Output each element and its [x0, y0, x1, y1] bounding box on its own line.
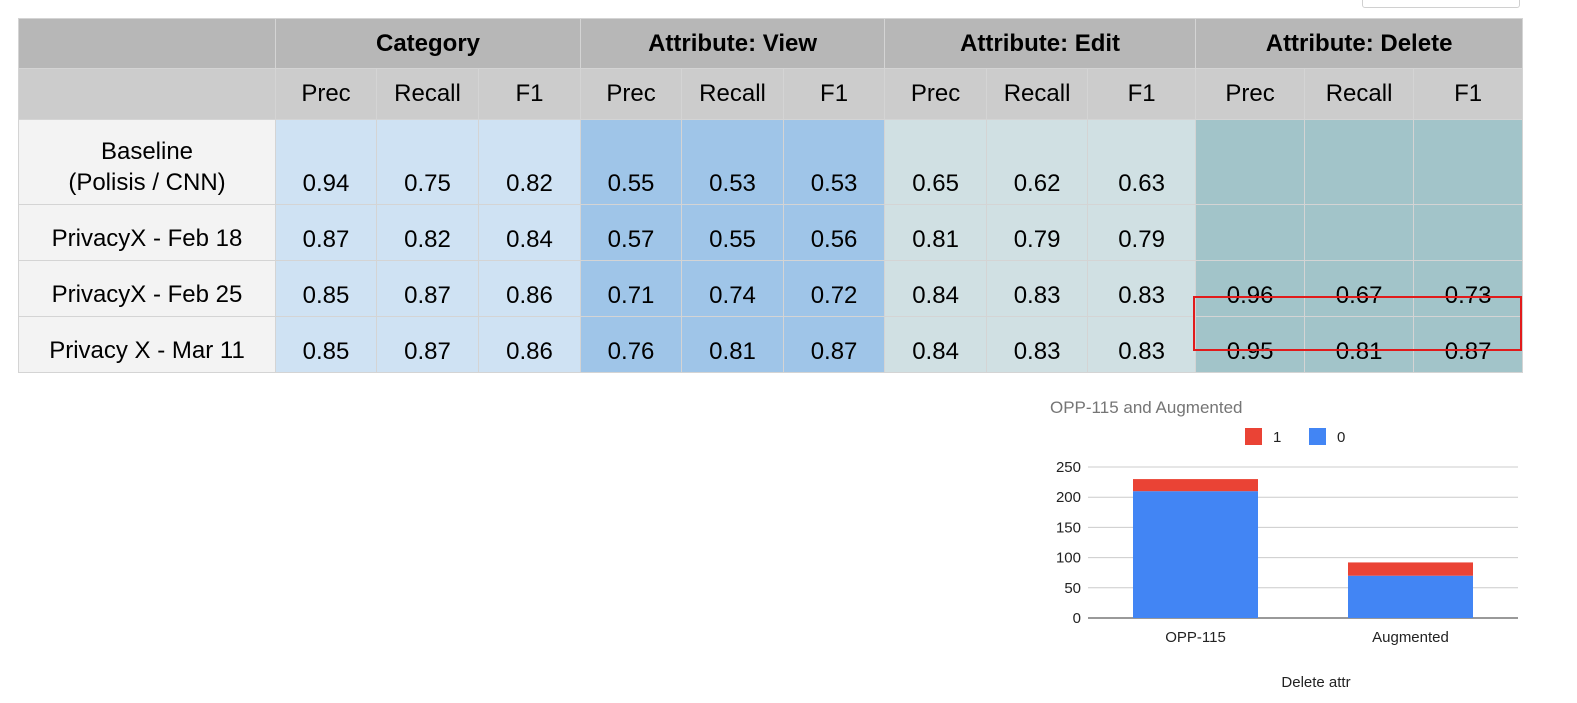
- sub-header-recall: Recall: [376, 68, 479, 120]
- cell-del-f1: 0.87: [1413, 316, 1524, 373]
- cell-view-recall: 0.53: [681, 119, 785, 205]
- sub-header-blank: [18, 68, 276, 120]
- group-header-edit: Attribute: Edit: [884, 18, 1197, 69]
- cell-cat-recall: 0.82: [376, 204, 479, 261]
- cell-cat-prec: 0.85: [275, 260, 377, 317]
- row-label: PrivacyX - Feb 25: [18, 260, 276, 317]
- cell-view-f1: 0.56: [783, 204, 886, 261]
- cell-cat-recall: 0.87: [376, 260, 479, 317]
- y-tick-label: 150: [1056, 519, 1081, 536]
- sub-header-f1: F1: [477, 68, 582, 120]
- cell-del-f1: 0.73: [1413, 260, 1524, 317]
- table-row: Baseline (Polisis / CNN) 0.94 0.75 0.82 0.55 0…: [18, 119, 1524, 205]
- legend-swatch: [1309, 428, 1326, 445]
- cell-cat-recall: 0.75: [376, 119, 479, 205]
- sub-header-prec: Prec: [884, 68, 988, 120]
- group-header-view: Attribute: View: [580, 18, 886, 69]
- legend-label: 1: [1273, 429, 1281, 446]
- results-table: Category Attribute: View Attribute: Edit…: [18, 18, 1524, 373]
- cell-cat-prec: 0.87: [275, 204, 377, 261]
- cell-del-recall: 0.67: [1304, 260, 1415, 317]
- cell-del-prec: 0.95: [1195, 316, 1306, 373]
- bar-segment-0: [1133, 491, 1258, 618]
- cell-edit-f1: 0.83: [1087, 316, 1197, 373]
- cell-view-recall: 0.81: [681, 316, 785, 373]
- x-tick-label: Augmented: [1372, 629, 1449, 646]
- cell-view-recall: 0.74: [681, 260, 785, 317]
- sub-header-recall: Recall: [681, 68, 785, 120]
- table-row: PrivacyX - Feb 25 0.85 0.87 0.86 0.71 0.74 0.7…: [18, 260, 1524, 317]
- x-axis-title: Delete attr: [1281, 674, 1350, 691]
- sub-header-prec: Prec: [580, 68, 683, 120]
- cell-del-prec: [1195, 204, 1306, 261]
- row-label: Privacy X - Mar 11: [18, 316, 276, 373]
- cell-edit-prec: 0.81: [884, 204, 988, 261]
- cell-view-f1: 0.53: [783, 119, 886, 205]
- sub-header-f1: F1: [1087, 68, 1197, 120]
- cell-cat-prec: 0.94: [275, 119, 377, 205]
- cell-cat-f1: 0.86: [477, 316, 582, 373]
- group-header-category: Category: [274, 18, 582, 69]
- cell-edit-f1: 0.79: [1087, 204, 1197, 261]
- y-tick-label: 50: [1064, 580, 1081, 597]
- bar-segment-1: [1133, 479, 1258, 492]
- row-label: Baseline (Polisis / CNN): [18, 119, 276, 205]
- sub-header-recall: Recall: [1304, 68, 1415, 120]
- cell-view-prec: 0.76: [580, 316, 683, 373]
- cell-edit-f1: 0.83: [1087, 260, 1197, 317]
- sub-header-prec: Prec: [275, 68, 377, 120]
- cell-del-f1: [1413, 204, 1524, 261]
- legend-label: 0: [1337, 429, 1345, 446]
- cell-cat-recall: 0.87: [376, 316, 479, 373]
- cell-view-prec: 0.57: [580, 204, 683, 261]
- cell-cat-f1: 0.86: [477, 260, 582, 317]
- table-row: Privacy X - Mar 11 0.85 0.87 0.86 0.76 0.81 0.…: [18, 316, 1524, 373]
- stacked-bar-chart: OPP-115 and Augmented 1 0 0 50 100 150 200 250 OP…: [1036, 390, 1536, 695]
- cell-edit-recall: 0.83: [986, 316, 1089, 373]
- y-tick-label: 250: [1056, 459, 1081, 476]
- cell-edit-f1: 0.63: [1087, 119, 1197, 205]
- group-header-delete: Attribute: Delete: [1195, 18, 1524, 69]
- sub-header-recall: Recall: [986, 68, 1089, 120]
- row-label: PrivacyX - Feb 18: [18, 204, 276, 261]
- cell-del-prec: [1195, 119, 1306, 205]
- cell-del-f1: [1413, 119, 1524, 205]
- chart-title: OPP-115 and Augmented: [1050, 398, 1243, 417]
- cell-del-prec: 0.96: [1195, 260, 1306, 317]
- cell-edit-recall: 0.79: [986, 204, 1089, 261]
- cell-view-f1: 0.87: [783, 316, 886, 373]
- sub-header-prec: Prec: [1195, 68, 1306, 120]
- cell-del-recall: [1304, 204, 1415, 261]
- cell-view-prec: 0.55: [580, 119, 683, 205]
- y-tick-label: 0: [1073, 610, 1081, 627]
- table-row: PrivacyX - Feb 18 0.87 0.82 0.84 0.57 0.55 0.5…: [18, 204, 1524, 261]
- sub-header-f1: F1: [783, 68, 886, 120]
- cell-del-recall: [1304, 119, 1415, 205]
- sub-header-f1: F1: [1413, 68, 1524, 120]
- cell-edit-prec: 0.84: [884, 316, 988, 373]
- y-tick-label: 100: [1056, 550, 1081, 567]
- bar-segment-0: [1348, 575, 1473, 618]
- cell-del-recall: 0.81: [1304, 316, 1415, 373]
- cell-view-f1: 0.72: [783, 260, 886, 317]
- toolbar-widget[interactable]: [1362, 0, 1520, 8]
- cell-cat-f1: 0.84: [477, 204, 582, 261]
- cell-edit-recall: 0.62: [986, 119, 1089, 205]
- cell-cat-f1: 0.82: [477, 119, 582, 205]
- cell-cat-prec: 0.85: [275, 316, 377, 373]
- legend-swatch: [1245, 428, 1262, 445]
- cell-view-prec: 0.71: [580, 260, 683, 317]
- y-tick-label: 200: [1056, 489, 1081, 506]
- x-tick-label: OPP-115: [1165, 629, 1226, 646]
- bar-segment-1: [1348, 562, 1473, 576]
- corner-header: [18, 18, 276, 69]
- cell-edit-recall: 0.83: [986, 260, 1089, 317]
- cell-edit-prec: 0.84: [884, 260, 988, 317]
- cell-edit-prec: 0.65: [884, 119, 988, 205]
- cell-view-recall: 0.55: [681, 204, 785, 261]
